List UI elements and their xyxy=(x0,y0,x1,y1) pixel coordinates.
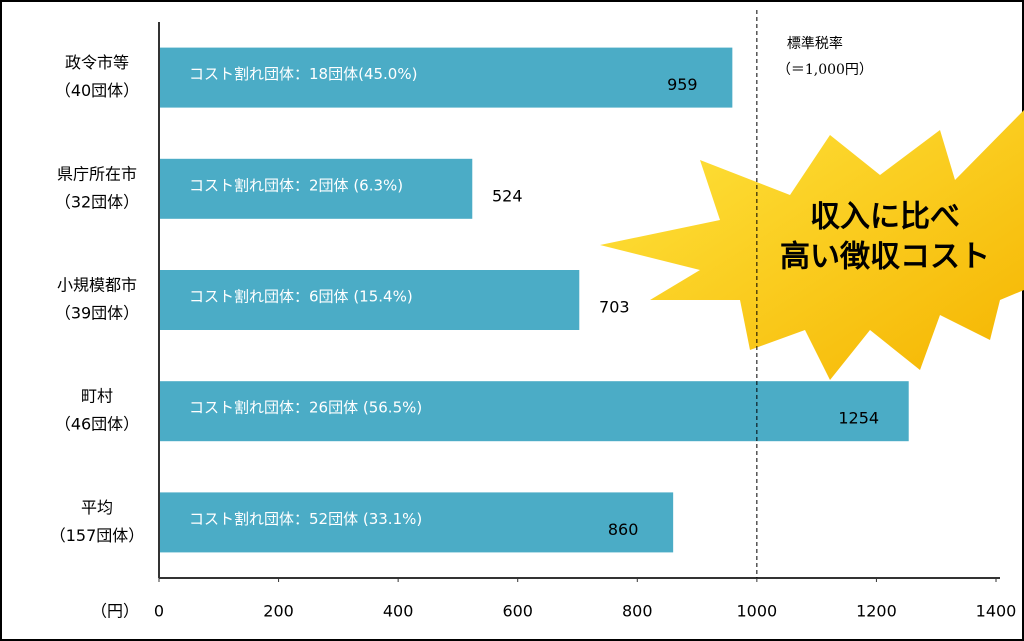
callout: 収入に比べ xyxy=(810,200,960,235)
bar-annotation: コスト割れ団体：6団体 (15.4%) xyxy=(189,288,413,306)
y-tick-sublabel: （40団体） xyxy=(55,81,139,100)
bar-annotation: コスト割れ団体：26団体 (56.5%) xyxy=(189,399,422,417)
value-label: 959 xyxy=(667,75,698,94)
y-tick-sublabel: （39団体） xyxy=(55,304,139,323)
x-tick-label: 1000 xyxy=(736,602,777,621)
x-unit: （円） xyxy=(91,602,139,621)
bar xyxy=(159,47,733,108)
value-label: 860 xyxy=(608,520,639,539)
x-tick-label: 1200 xyxy=(856,602,897,621)
reference-sublabel: （＝1,000円） xyxy=(777,62,873,78)
bar xyxy=(159,381,909,442)
callout: 高い徴収コスト xyxy=(780,240,990,275)
value-label: 703 xyxy=(599,298,630,317)
y-tick-sublabel: （32団体） xyxy=(55,192,139,211)
y-tick-label: 平均 xyxy=(81,498,113,517)
y-tick-label: 県庁所在市 xyxy=(57,164,137,183)
bar xyxy=(159,492,674,553)
y-tick-label: 政令市等 xyxy=(65,53,129,72)
bar-annotation: コスト割れ団体：18団体(45.0%) xyxy=(189,65,417,83)
y-tick-sublabel: （46団体） xyxy=(55,415,139,434)
reference-label: 標準税率 xyxy=(787,35,843,52)
value-label: 1254 xyxy=(838,409,879,428)
x-tick-label: 0 xyxy=(154,602,164,621)
starburst xyxy=(600,110,1024,380)
x-tick-label: 400 xyxy=(383,602,414,621)
x-tick-label: 800 xyxy=(622,602,653,621)
bar xyxy=(159,270,580,330)
value-label: 524 xyxy=(492,186,523,205)
x-tick-label: 200 xyxy=(263,602,294,621)
x-tick-label: 1400 xyxy=(976,602,1017,621)
y-tick-sublabel: （157団体） xyxy=(50,526,145,545)
y-tick-label: 小規模都市 xyxy=(57,276,137,295)
bar xyxy=(159,158,473,219)
bar-annotation: コスト割れ団体：2団体 (6.3%) xyxy=(189,176,403,194)
y-tick-label: 町村 xyxy=(81,387,113,406)
x-tick-label: 600 xyxy=(502,602,533,621)
bar-annotation: コスト割れ団体：52団体 (33.1%) xyxy=(189,510,422,528)
